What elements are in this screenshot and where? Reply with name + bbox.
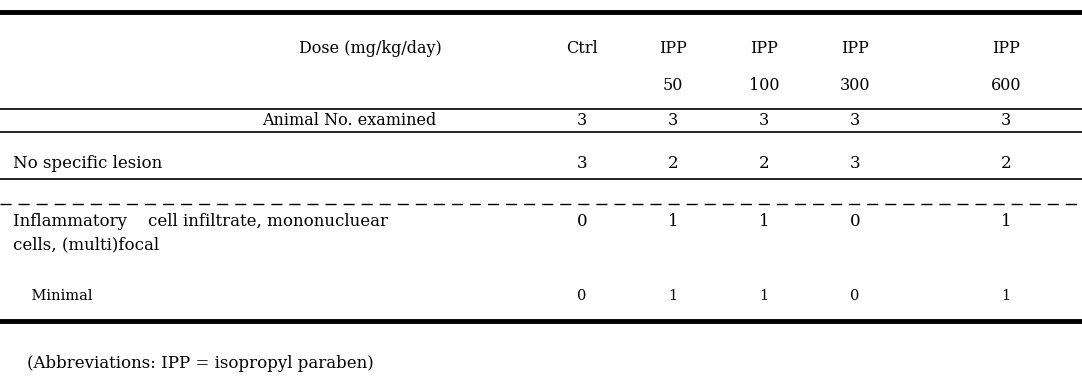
Text: 1: 1 <box>1001 213 1012 230</box>
Text: 1: 1 <box>669 289 677 303</box>
Text: Ctrl: Ctrl <box>566 40 598 57</box>
Text: 600: 600 <box>991 77 1021 94</box>
Text: 1: 1 <box>668 213 678 230</box>
Text: 3: 3 <box>849 155 860 172</box>
Text: No specific lesion: No specific lesion <box>13 155 162 172</box>
Text: 2: 2 <box>668 155 678 172</box>
Text: 2: 2 <box>758 155 769 172</box>
Text: 0: 0 <box>577 213 588 230</box>
Text: 300: 300 <box>840 77 870 94</box>
Text: (Abbreviations: IPP = isopropyl paraben): (Abbreviations: IPP = isopropyl paraben) <box>27 355 373 372</box>
Text: 1: 1 <box>760 289 768 303</box>
Text: 3: 3 <box>1001 112 1012 129</box>
Text: 0: 0 <box>850 289 859 303</box>
Text: Inflammatory    cell infiltrate, mononucluear: Inflammatory cell infiltrate, mononuclue… <box>13 213 388 230</box>
Text: IPP: IPP <box>992 40 1020 57</box>
Text: 50: 50 <box>663 77 683 94</box>
Text: cells, (multi)focal: cells, (multi)focal <box>13 237 159 254</box>
Text: 3: 3 <box>577 112 588 129</box>
Text: 0: 0 <box>849 213 860 230</box>
Text: Animal No. examined: Animal No. examined <box>262 112 436 129</box>
Text: IPP: IPP <box>841 40 869 57</box>
Text: 3: 3 <box>849 112 860 129</box>
Text: 0: 0 <box>578 289 586 303</box>
Text: 1: 1 <box>758 213 769 230</box>
Text: 2: 2 <box>1001 155 1012 172</box>
Text: 3: 3 <box>577 155 588 172</box>
Text: 100: 100 <box>749 77 779 94</box>
Text: 3: 3 <box>758 112 769 129</box>
Text: Dose (mg/kg/day): Dose (mg/kg/day) <box>299 40 441 57</box>
Text: 1: 1 <box>1002 289 1011 303</box>
Text: IPP: IPP <box>659 40 687 57</box>
Text: 3: 3 <box>668 112 678 129</box>
Text: IPP: IPP <box>750 40 778 57</box>
Text: Minimal: Minimal <box>13 289 92 303</box>
